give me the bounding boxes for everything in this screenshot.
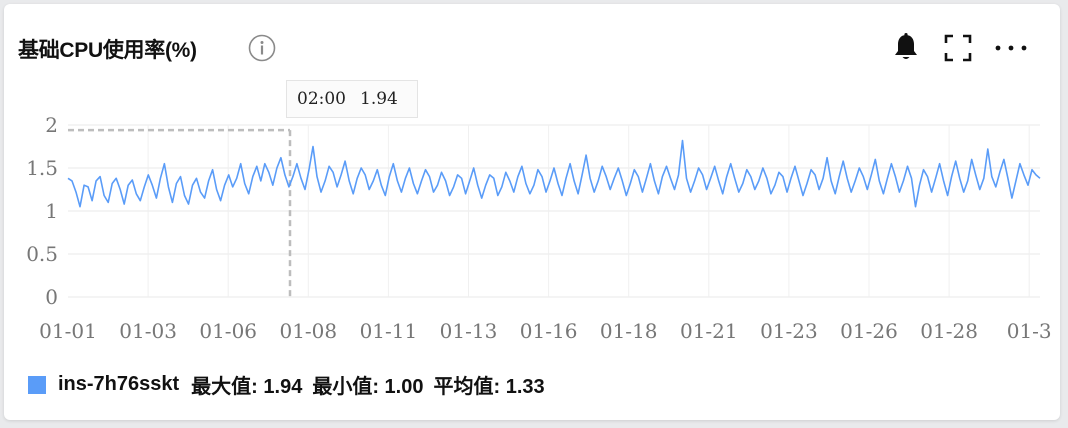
series-line[interactable]	[67, 139, 1041, 208]
x-tick-label: 01-11	[360, 319, 418, 343]
x-tick-label: 01-3	[1007, 319, 1052, 343]
chart-card	[4, 4, 1060, 420]
x-tick-label: 01-18	[600, 319, 658, 343]
x-tick-label: 01-21	[680, 319, 738, 343]
x-tick-label: 01-06	[199, 319, 257, 343]
tooltip-value: 1.94	[360, 89, 398, 109]
bell-icon[interactable]	[892, 32, 920, 62]
x-tick-label: 01-13	[440, 319, 498, 343]
y-tick-label: 1	[45, 199, 58, 223]
y-tick-label: 0	[45, 285, 58, 309]
y-tick-label: 1.5	[26, 156, 58, 180]
x-tick-label: 01-23	[760, 319, 818, 343]
crosshair	[68, 128, 292, 297]
fullscreen-icon[interactable]	[944, 34, 972, 62]
x-tick-label: 01-08	[279, 319, 337, 343]
more-icon[interactable]	[994, 40, 1028, 56]
x-tick-label: 01-26	[840, 319, 898, 343]
legend-min: 最小值: 1.00	[312, 376, 424, 398]
legend-max: 最大值: 1.94	[191, 376, 303, 398]
legend-swatch[interactable]	[28, 375, 46, 394]
x-tick-label: 01-28	[920, 319, 978, 343]
legend[interactable]: ins-7h76sskt 最大值: 1.94 最小值: 1.00 平均值: 1.…	[28, 370, 545, 399]
x-tick-label: 01-16	[520, 319, 578, 343]
tooltip-time: 02:00	[297, 89, 346, 109]
x-tick-label: 01-01	[39, 319, 97, 343]
legend-avg: 平均值: 1.33	[433, 376, 545, 398]
y-tick-label: 0.5	[26, 242, 58, 266]
legend-series-name[interactable]: ins-7h76sskt	[58, 373, 180, 395]
y-tick-label: 2	[45, 113, 58, 137]
x-axis-ticks: 01-01 01-03 01-06 01-08 01-11 01-13 01-16 01-18…	[39, 319, 1051, 343]
chart-title: 基础CPU使用率(%)	[18, 39, 197, 62]
tooltip: 02:00 1.94	[286, 80, 418, 118]
y-axis-ticks: 0 0.5 1 1.5 2	[26, 113, 58, 309]
info-icon[interactable]	[248, 34, 276, 62]
grid-lines	[68, 124, 1040, 298]
x-tick-label: 01-03	[119, 319, 177, 343]
